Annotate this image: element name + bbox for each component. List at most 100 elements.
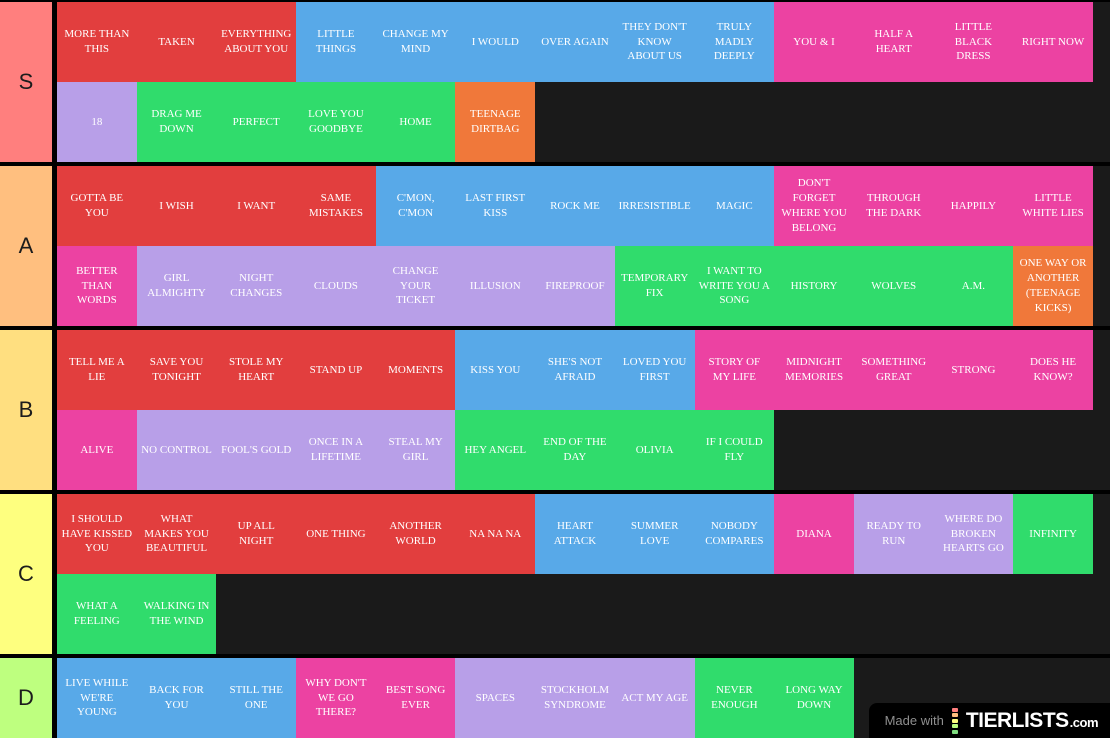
- tier-row-a: A GOTTA BE YOU I WISH I WANT SAME MISTAKES C'…: [0, 166, 1110, 326]
- song-cell[interactable]: READY TO RUN: [853, 494, 934, 574]
- song-cell[interactable]: SOMETHING GREAT: [853, 330, 934, 410]
- song-cell[interactable]: KISS YOU: [455, 330, 536, 410]
- song-cell[interactable]: BETTER THAN WORDS: [57, 246, 137, 326]
- song-cell[interactable]: ACT MY AGE: [614, 658, 695, 738]
- song-cell[interactable]: ROCK ME: [535, 166, 615, 246]
- song-cell[interactable]: A.M.: [933, 246, 1014, 326]
- song-cell[interactable]: ONE THING: [296, 494, 376, 574]
- song-cell[interactable]: ONCE IN A LIFETIME: [296, 410, 376, 490]
- song-cell[interactable]: HEART ATTACK: [535, 494, 615, 574]
- tier-content-c: I SHOULD HAVE KISSED YOU WHAT MAKES YOU B…: [57, 494, 1110, 654]
- song-cell[interactable]: HAPPILY: [933, 166, 1014, 246]
- song-cell[interactable]: MOMENTS: [375, 330, 456, 410]
- song-cell[interactable]: LOVE YOU GOODBYE: [296, 82, 376, 162]
- song-cell[interactable]: I SHOULD HAVE KISSED YOU: [57, 494, 137, 574]
- watermark[interactable]: Made with TIERLISTS .com: [868, 703, 1110, 738]
- song-cell[interactable]: C'MON, C'MON: [375, 166, 456, 246]
- song-cell[interactable]: LITTLE THINGS: [296, 2, 376, 82]
- song-cell[interactable]: LIVE WHILE WE'RE YOUNG: [57, 658, 137, 738]
- song-cell[interactable]: HALF A HEART: [853, 2, 934, 82]
- song-cell[interactable]: ANOTHER WORLD: [375, 494, 456, 574]
- song-cell[interactable]: I WANT TO WRITE YOU A SONG: [694, 246, 775, 326]
- song-cell[interactable]: SUMMER LOVE: [614, 494, 695, 574]
- song-cell[interactable]: DRAG ME DOWN: [136, 82, 217, 162]
- song-cell[interactable]: MORE THAN THIS: [57, 2, 137, 82]
- song-cell[interactable]: LAST FIRST KISS: [455, 166, 536, 246]
- song-cell[interactable]: NEVER ENOUGH: [694, 658, 775, 738]
- song-cell[interactable]: EVERYTHING ABOUT YOU: [216, 2, 297, 82]
- song-cell[interactable]: HOME: [375, 82, 456, 162]
- song-cell[interactable]: LITTLE BLACK DRESS: [933, 2, 1014, 82]
- song-cell[interactable]: HEY ANGEL: [455, 410, 536, 490]
- song-cell[interactable]: SAME MISTAKES: [296, 166, 376, 246]
- song-cell[interactable]: IRRESISTIBLE: [614, 166, 695, 246]
- brand-name[interactable]: TIERLISTS .com: [966, 709, 1099, 733]
- song-cell[interactable]: BEST SONG EVER: [375, 658, 456, 738]
- song-cell[interactable]: FOOL'S GOLD: [216, 410, 297, 490]
- song-cell[interactable]: NOBODY COMPARES: [694, 494, 775, 574]
- song-cell[interactable]: CHANGE YOUR TICKET: [375, 246, 456, 326]
- song-cell[interactable]: TELL ME A LIE: [57, 330, 137, 410]
- song-cell[interactable]: IF I COULD FLY: [694, 410, 775, 490]
- song-cell[interactable]: WHAT A FEELING: [57, 574, 137, 654]
- song-cell[interactable]: SPACES: [455, 658, 536, 738]
- song-cell[interactable]: THEY DON'T KNOW ABOUT US: [614, 2, 695, 82]
- song-cell[interactable]: DOES HE KNOW?: [1013, 330, 1093, 410]
- song-cell[interactable]: I WISH: [136, 166, 217, 246]
- song-cell[interactable]: STOCKHOLM SYNDROME: [535, 658, 615, 738]
- tier-label-s: S: [0, 2, 52, 162]
- song-cell[interactable]: OLIVIA: [614, 410, 695, 490]
- song-cell[interactable]: MIDNIGHT MEMORIES: [774, 330, 854, 410]
- song-cell[interactable]: OVER AGAIN: [535, 2, 615, 82]
- song-cell[interactable]: TRULY MADLY DEEPLY: [694, 2, 775, 82]
- song-cell[interactable]: 18: [57, 82, 137, 162]
- song-cell[interactable]: ONE WAY OR ANOTHER (TEENAGE KICKS): [1013, 246, 1093, 326]
- song-cell[interactable]: NIGHT CHANGES: [216, 246, 297, 326]
- song-cell[interactable]: TEMPORARY FIX: [614, 246, 695, 326]
- song-cell[interactable]: BACK FOR YOU: [136, 658, 217, 738]
- song-cell[interactable]: NA NA NA: [455, 494, 536, 574]
- song-cell[interactable]: NO CONTROL: [136, 410, 217, 490]
- song-cell[interactable]: WALKING IN THE WIND: [136, 574, 217, 654]
- song-cell[interactable]: STRONG: [933, 330, 1014, 410]
- tier-label-b: B: [0, 330, 52, 490]
- song-cell[interactable]: SHE'S NOT AFRAID: [535, 330, 615, 410]
- song-cell[interactable]: STORY OF MY LIFE: [694, 330, 775, 410]
- song-cell[interactable]: UP ALL NIGHT: [216, 494, 297, 574]
- made-with-label: Made with: [884, 713, 944, 728]
- song-cell[interactable]: SAVE YOU TONIGHT: [136, 330, 217, 410]
- song-cell[interactable]: CLOUDS: [296, 246, 376, 326]
- song-cell[interactable]: STEAL MY GIRL: [375, 410, 456, 490]
- song-cell[interactable]: RIGHT NOW: [1013, 2, 1093, 82]
- song-cell[interactable]: ALIVE: [57, 410, 137, 490]
- song-cell[interactable]: STOLE MY HEART: [216, 330, 297, 410]
- song-cell[interactable]: LOVED YOU FIRST: [614, 330, 695, 410]
- song-cell[interactable]: INFINITY: [1013, 494, 1093, 574]
- song-cell[interactable]: WHAT MAKES YOU BEAUTIFUL: [136, 494, 217, 574]
- song-cell[interactable]: I WOULD: [455, 2, 536, 82]
- song-cell[interactable]: FIREPROOF: [535, 246, 615, 326]
- song-cell[interactable]: WHY DON'T WE GO THERE?: [296, 658, 376, 738]
- song-cell[interactable]: YOU & I: [774, 2, 854, 82]
- song-cell[interactable]: TAKEN: [136, 2, 217, 82]
- song-cell[interactable]: MAGIC: [694, 166, 775, 246]
- song-cell[interactable]: END OF THE DAY: [535, 410, 615, 490]
- song-cell[interactable]: HISTORY: [774, 246, 854, 326]
- song-cell[interactable]: WOLVES: [853, 246, 934, 326]
- song-cell[interactable]: I WANT: [216, 166, 297, 246]
- song-cell[interactable]: LONG WAY DOWN: [774, 658, 854, 738]
- song-cell[interactable]: STILL THE ONE: [216, 658, 297, 738]
- song-cell[interactable]: THROUGH THE DARK: [853, 166, 934, 246]
- song-cell[interactable]: STAND UP: [296, 330, 376, 410]
- song-cell[interactable]: TEENAGE DIRTBAG: [455, 82, 536, 162]
- song-cell[interactable]: LITTLE WHITE LIES: [1013, 166, 1093, 246]
- song-cell[interactable]: PERFECT: [216, 82, 297, 162]
- song-cell[interactable]: CHANGE MY MIND: [375, 2, 456, 82]
- song-cell[interactable]: GOTTA BE YOU: [57, 166, 137, 246]
- song-cell[interactable]: DON'T FORGET WHERE YOU BELONG: [774, 166, 854, 246]
- song-cell[interactable]: ILLUSION: [455, 246, 536, 326]
- brand-suffix: .com: [1069, 714, 1099, 730]
- song-cell[interactable]: DIANA: [774, 494, 854, 574]
- song-cell[interactable]: WHERE DO BROKEN HEARTS GO: [933, 494, 1014, 574]
- song-cell[interactable]: GIRL ALMIGHTY: [136, 246, 217, 326]
